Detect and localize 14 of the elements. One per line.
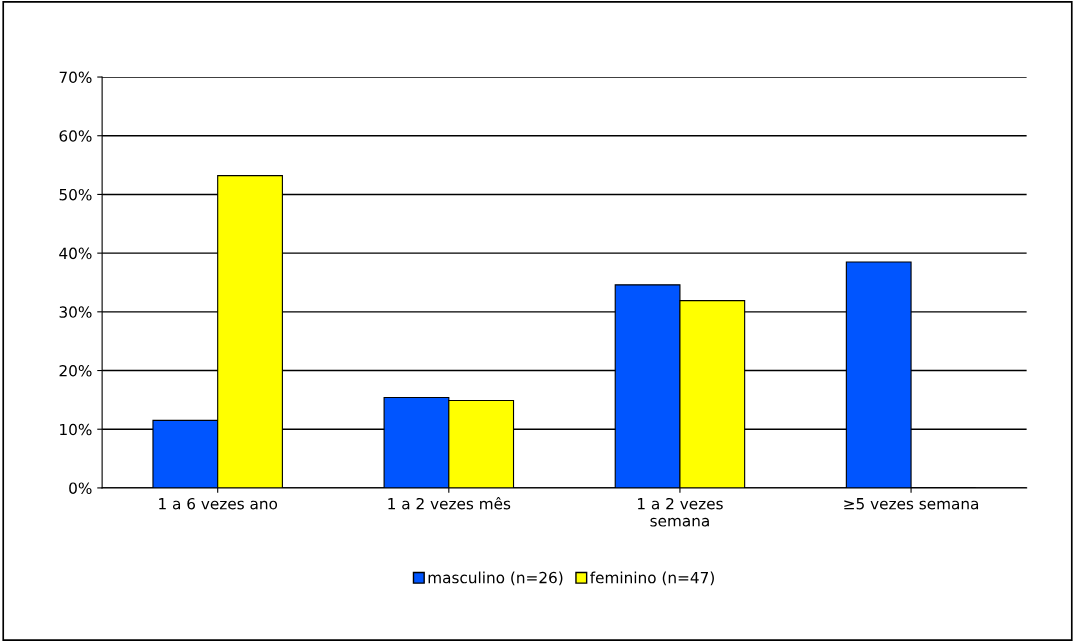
y-tick-label: 40% — [59, 247, 92, 260]
legend-label: feminino (n=47) — [590, 571, 714, 586]
y-tick-label: 10% — [60, 423, 92, 436]
y-tick-label: 60% — [59, 130, 92, 142]
y-tick-label: 30% — [59, 306, 92, 318]
y-tick-label: 70% — [59, 71, 92, 84]
x-tick-label: 1 a 2 vezes semana — [638, 497, 723, 527]
y-tick-label: 20% — [59, 364, 92, 377]
y-tick-label: 0% — [69, 482, 92, 494]
x-tick-label: 1 a 6 vezes ano — [159, 497, 278, 510]
x-tick-label: ≥5 vezes semana — [844, 498, 979, 510]
y-tick-label: 50% — [59, 188, 92, 201]
x-tick-label: 1 a 2 vezes mês — [388, 497, 511, 510]
legend-label: masculino (n=26) — [428, 571, 563, 586]
